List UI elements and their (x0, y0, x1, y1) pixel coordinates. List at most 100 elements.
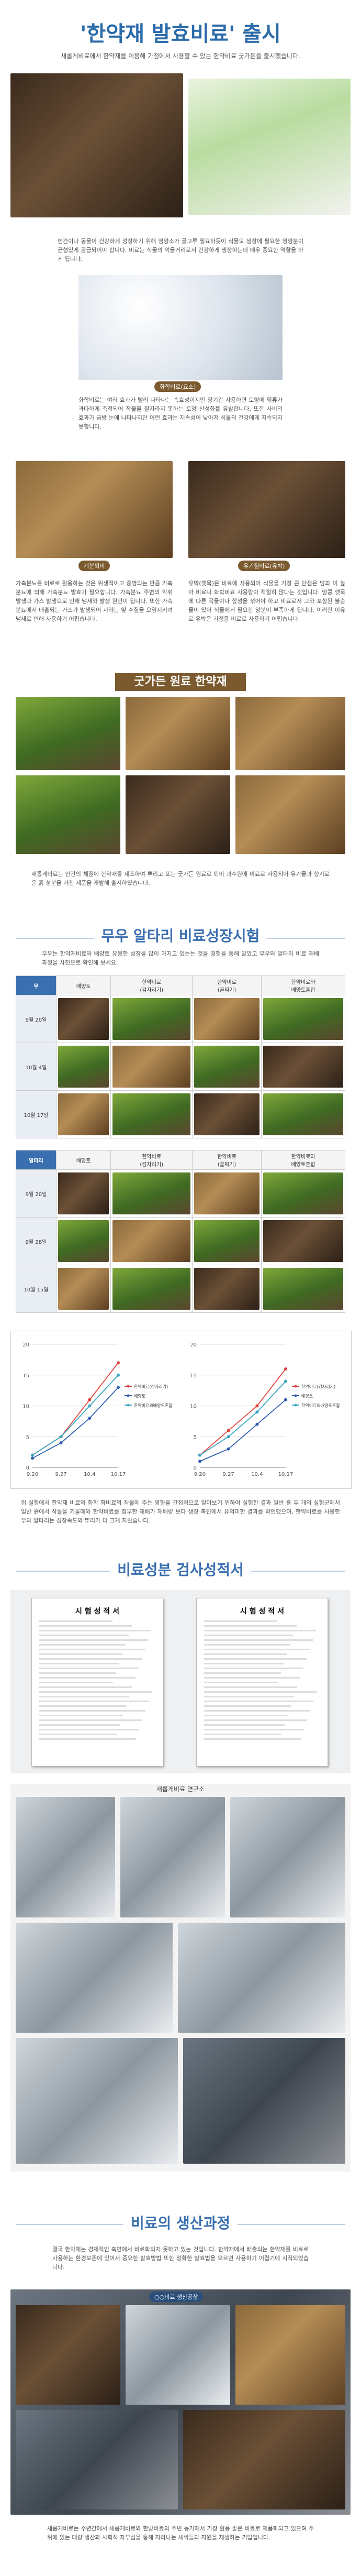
photo-cell (110, 1043, 193, 1091)
photo-cell (261, 995, 345, 1043)
point (255, 1404, 259, 1408)
table-row: 9월 20일 (16, 1169, 345, 1218)
column-header: 한약비료와 배양토혼합 (261, 975, 345, 995)
photo-cell (55, 1090, 111, 1138)
point (59, 1435, 63, 1439)
doc-line (39, 1705, 126, 1707)
plant-photo (263, 998, 343, 1040)
legend-label: 한약비료(감자리기) (301, 1384, 335, 1389)
herb-photo (16, 697, 120, 770)
legend-label: 한약비료(감자리기) (134, 1384, 168, 1389)
point (88, 1417, 92, 1420)
point (198, 1453, 201, 1457)
point (198, 1460, 201, 1463)
point (117, 1386, 120, 1389)
table-row: 10월 4일 (16, 1043, 345, 1091)
series-line (32, 1387, 119, 1459)
doc-title: 시 험 성 적 서 (75, 1607, 119, 1616)
x-tick-label: 9.27 (223, 1472, 234, 1477)
plant-photo (263, 1268, 343, 1310)
y-tick-label: 15 (22, 1373, 29, 1379)
photo-cell (192, 1090, 262, 1138)
plant-photo (194, 1046, 260, 1088)
factory-photo (183, 2410, 345, 2509)
doc-line (39, 1635, 129, 1636)
photo-cell (110, 1169, 193, 1218)
certificate-title-text: 비료성분 검사성적서 (110, 1561, 251, 1579)
legend-label: 한약비료와배양토혼합 (134, 1403, 173, 1408)
photo-cell (261, 1043, 345, 1091)
plant-photo (58, 998, 109, 1040)
doc-line (204, 1620, 277, 1622)
organic-label: 계분퇴비 (78, 561, 110, 571)
plant-photo (263, 1093, 343, 1135)
doc-line (39, 1715, 123, 1716)
plant-photo (112, 1093, 191, 1135)
plant-photo (112, 998, 191, 1040)
point (227, 1447, 230, 1451)
page-title: '한약재 발효비료' 출시 (80, 22, 281, 46)
point (31, 1456, 34, 1460)
photo-cell (261, 1090, 345, 1138)
doc-line (39, 1724, 120, 1726)
y-tick-label: 20 (190, 1342, 197, 1348)
product-bag (188, 79, 351, 215)
lab-photo (120, 1797, 225, 1917)
series-line (199, 1399, 286, 1462)
x-tick-label: 10.17 (111, 1472, 126, 1477)
doc-line (39, 1729, 139, 1730)
column-header: 배양토 (55, 1150, 111, 1170)
doc-line (204, 1724, 285, 1726)
photo-cell (110, 1265, 193, 1313)
row-date: 10월 4일 (16, 1043, 57, 1091)
y-tick-label: 20 (22, 1342, 29, 1348)
doc-line (39, 1639, 148, 1641)
doc-line (39, 1677, 136, 1679)
doc-line (39, 1620, 112, 1622)
plant-photo (263, 1046, 343, 1088)
doc-line (204, 1672, 281, 1674)
doc-line (204, 1729, 304, 1730)
x-tick-label: 9.20 (194, 1472, 206, 1477)
lab-photo (183, 2038, 345, 2164)
photo-cell (110, 1217, 193, 1265)
production-text: 결국 한약재는 경제적인 측면에서 비료화되지 못하고 있는 것입니다. 한약재… (52, 2246, 309, 2271)
plant-photo (263, 1220, 343, 1262)
plant-photo (58, 1172, 109, 1214)
crop-cell: 무 (16, 975, 57, 995)
doc-line (204, 1668, 303, 1669)
certificate-title: 비료성분 검사성적서 (0, 1559, 361, 1580)
product-photo (10, 73, 183, 217)
series-line (32, 1362, 119, 1456)
doc-line (39, 1630, 151, 1631)
doc-line (204, 1719, 307, 1721)
herb-photo (126, 775, 230, 854)
doc-line (39, 1625, 132, 1627)
materials-text: 새롭게비료는 인간의 체질에 한약재를 제조하여 뿌리고 또는 굿가든 원료로 … (31, 871, 330, 886)
doc-line (204, 1644, 290, 1646)
photo-cell (55, 1043, 111, 1091)
legend-label: 한약비료와배양토혼합 (301, 1403, 340, 1408)
photo-cell (55, 995, 111, 1043)
doc-line (204, 1696, 294, 1697)
chem-label: 화학비료(요소) (154, 381, 201, 392)
row-date: 9월 20일 (16, 995, 57, 1043)
table-row: 10월 17일 (16, 1090, 345, 1138)
doc-line (204, 1705, 291, 1707)
y-tick-label: 0 (26, 1465, 29, 1471)
doc-line (39, 1734, 117, 1735)
legend-marker (294, 1404, 297, 1407)
legend-marker (294, 1394, 297, 1397)
column-header: 한약비료와 배양토혼합 (261, 1150, 345, 1170)
factory-photo (16, 2410, 178, 2509)
organic-label: 유기질비료(유박) (238, 561, 290, 571)
plant-photo (58, 1046, 109, 1088)
photo-cell (192, 1217, 262, 1265)
chart: 0 5 10 15 20 9.20 9.27 10.4 10.17 한약비료(감자리기) 배양토한약… (22, 1342, 173, 1477)
organic-photo (16, 461, 173, 558)
doc-line (204, 1715, 288, 1716)
point (284, 1367, 287, 1371)
doc-line (39, 1738, 136, 1740)
header: '한약재 발효비료' 출시 새롭게비료에서 한약재를 이용해 가정에서 사용할 … (0, 0, 361, 68)
chart: 0 5 10 15 20 9.20 9.27 10.4 10.17 한약비료(감자리기) 배양토한약… (190, 1342, 340, 1477)
